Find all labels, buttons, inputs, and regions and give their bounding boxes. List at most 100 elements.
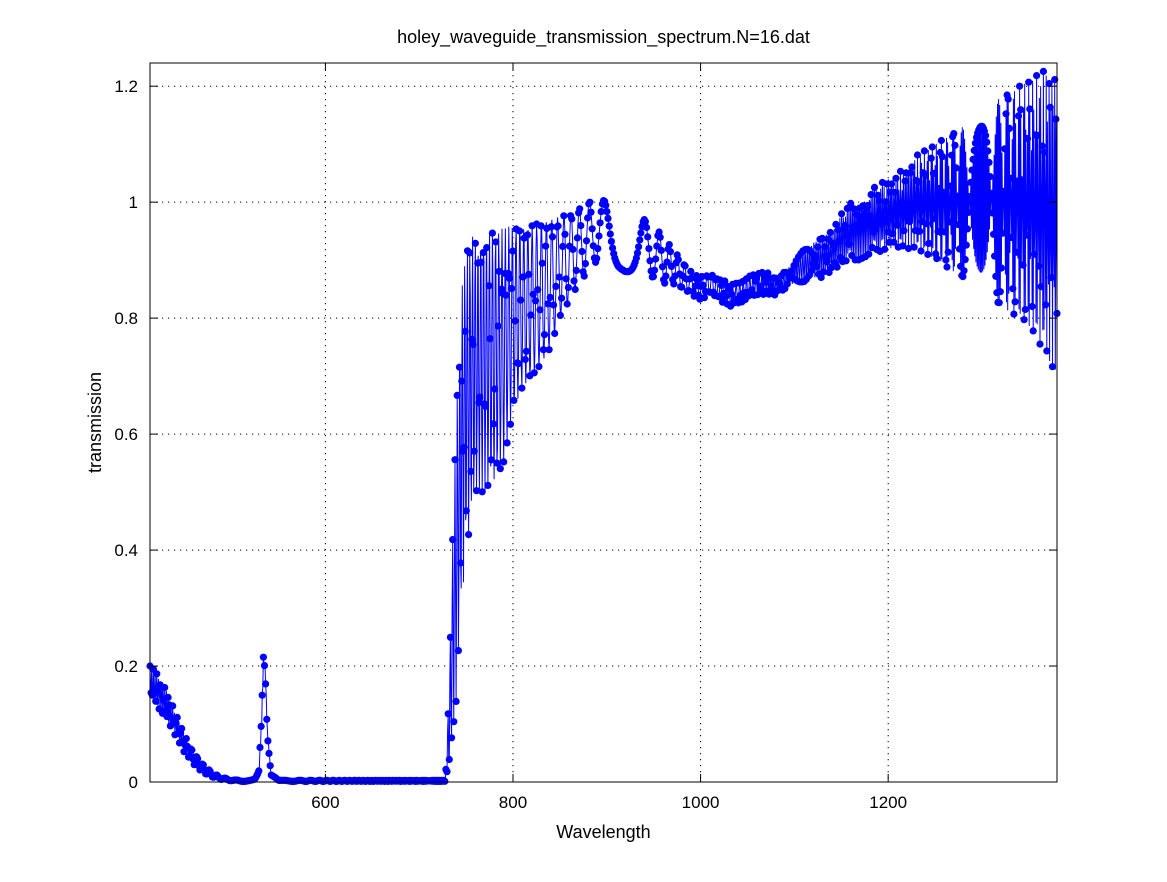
y-tick-label: 0.6 bbox=[114, 425, 138, 444]
data-point bbox=[462, 507, 470, 515]
data-point bbox=[892, 174, 900, 182]
data-point bbox=[841, 221, 849, 230]
data-point bbox=[568, 215, 576, 223]
data-point bbox=[182, 735, 190, 743]
data-point bbox=[259, 653, 267, 661]
data-point bbox=[866, 212, 874, 220]
data-point bbox=[582, 237, 591, 245]
data-point bbox=[646, 257, 654, 265]
y-tick-label: 1.2 bbox=[114, 77, 138, 96]
data-point bbox=[153, 670, 161, 678]
data-point bbox=[925, 239, 933, 247]
y-tick-label: 1 bbox=[129, 193, 138, 212]
data-point bbox=[466, 249, 474, 257]
data-point bbox=[453, 391, 461, 399]
data-point bbox=[872, 225, 880, 234]
data-point bbox=[1005, 124, 1014, 132]
data-point bbox=[923, 220, 931, 228]
data-point bbox=[609, 244, 617, 252]
data-point bbox=[1025, 78, 1033, 86]
data-point bbox=[995, 299, 1003, 307]
data-point bbox=[563, 300, 571, 308]
data-point bbox=[1039, 67, 1047, 75]
data-point bbox=[594, 245, 602, 253]
data-point bbox=[927, 154, 935, 162]
data-point bbox=[173, 713, 181, 722]
data-point bbox=[539, 346, 548, 354]
data-point bbox=[597, 208, 605, 216]
data-point bbox=[194, 755, 202, 763]
data-point bbox=[1047, 273, 1055, 282]
data-point bbox=[586, 198, 594, 206]
plot-frame bbox=[149, 62, 1058, 783]
data-point bbox=[493, 459, 501, 467]
data-point bbox=[571, 285, 579, 294]
data-point bbox=[576, 205, 584, 213]
data-point bbox=[485, 282, 493, 290]
data-point bbox=[635, 243, 643, 251]
data-point bbox=[489, 420, 498, 428]
data-point bbox=[451, 456, 459, 464]
data-point bbox=[1012, 248, 1020, 256]
data-point bbox=[906, 217, 914, 226]
data-point bbox=[881, 245, 889, 253]
x-tick-label: 1000 bbox=[682, 793, 720, 812]
data-point bbox=[561, 230, 569, 238]
data-point bbox=[603, 208, 611, 216]
data-point bbox=[833, 263, 841, 271]
data-point bbox=[581, 260, 590, 268]
data-point bbox=[987, 189, 995, 197]
data-point bbox=[908, 163, 916, 171]
data-point bbox=[850, 205, 858, 213]
data-point bbox=[967, 178, 975, 186]
data-point bbox=[1010, 310, 1018, 318]
data-point bbox=[517, 296, 525, 304]
data-point bbox=[1038, 142, 1046, 150]
data-point bbox=[494, 322, 502, 330]
y-tick-label: 0.4 bbox=[114, 541, 138, 560]
data-point bbox=[832, 220, 840, 228]
data-point bbox=[959, 273, 967, 281]
data-point bbox=[1018, 176, 1026, 184]
data-point bbox=[164, 693, 172, 702]
data-point bbox=[257, 722, 265, 731]
data-point bbox=[1046, 103, 1054, 111]
data-point bbox=[492, 238, 500, 246]
data-point bbox=[900, 227, 908, 235]
data-point bbox=[548, 233, 557, 241]
data-point bbox=[547, 223, 555, 231]
data-point bbox=[542, 242, 550, 250]
data-point bbox=[650, 266, 659, 274]
data-point bbox=[757, 285, 765, 293]
data-point bbox=[469, 340, 477, 348]
data-point bbox=[593, 254, 601, 262]
data-point bbox=[484, 481, 492, 489]
data-point bbox=[1040, 148, 1049, 156]
data-point bbox=[444, 710, 452, 718]
data-point bbox=[890, 238, 898, 246]
series-markers bbox=[146, 67, 1061, 786]
data-point bbox=[874, 191, 882, 199]
data-point bbox=[891, 188, 899, 197]
data-point bbox=[656, 233, 664, 241]
data-point bbox=[933, 255, 941, 263]
data-point bbox=[867, 191, 875, 199]
data-point bbox=[875, 197, 883, 205]
data-point bbox=[687, 267, 695, 275]
data-point bbox=[552, 282, 560, 290]
data-point bbox=[988, 209, 997, 217]
data-point bbox=[865, 250, 873, 258]
data-point bbox=[454, 647, 462, 655]
data-point bbox=[572, 266, 580, 274]
data-point bbox=[188, 746, 196, 754]
data-point bbox=[519, 273, 527, 281]
data-point bbox=[783, 280, 791, 288]
data-point bbox=[992, 272, 1000, 280]
data-point bbox=[1034, 131, 1042, 140]
data-point bbox=[722, 292, 730, 300]
data-point bbox=[965, 208, 973, 216]
data-point bbox=[1022, 231, 1030, 239]
data-point bbox=[807, 267, 815, 275]
data-point bbox=[823, 258, 831, 266]
data-point bbox=[898, 199, 906, 207]
